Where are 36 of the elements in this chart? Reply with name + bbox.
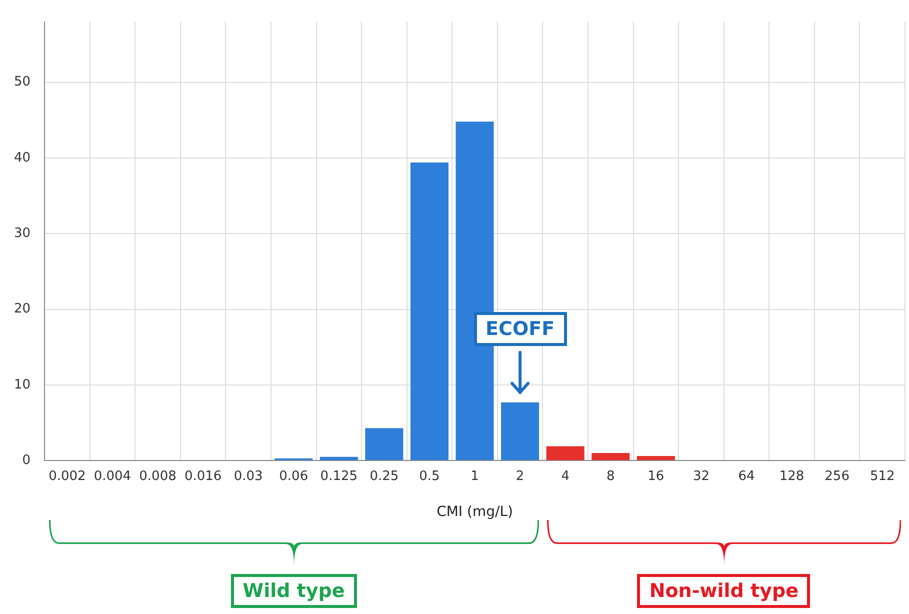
x-tick-label: 0.03 (234, 468, 263, 484)
bar (320, 456, 358, 460)
x-tick-label: 128 (779, 468, 804, 484)
x-tick-label: 0.06 (279, 468, 308, 484)
x-tick-label: 0.25 (370, 468, 399, 484)
bar (365, 428, 404, 460)
x-tick-label: 0.125 (320, 468, 358, 484)
x-tick-label: 64 (738, 468, 755, 484)
bar (546, 446, 584, 460)
x-tick-label: 512 (870, 468, 895, 484)
x-axis-title: CMI (mg/L) (436, 504, 513, 520)
y-tick-label: 30 (14, 226, 31, 242)
bar (501, 402, 540, 460)
x-tick-label: 0.002 (48, 468, 86, 484)
x-tick-label: 4 (561, 468, 570, 484)
text: Non-wild type (637, 574, 810, 608)
y-tick-label: 0 (22, 452, 31, 468)
x-tick-label: 32 (692, 468, 710, 484)
x-tick-label: 0.5 (419, 468, 440, 484)
x-tick-label: 16 (648, 468, 664, 484)
x-tick-label: 0.004 (94, 468, 132, 484)
bar (410, 162, 449, 460)
x-tick-label: 0.008 (139, 468, 176, 484)
x-tick-label: 0.016 (184, 468, 222, 484)
y-tick-label: 40 (14, 150, 31, 166)
x-tick-label: 1 (470, 468, 479, 484)
x-tick-label: 8 (606, 468, 615, 484)
y-tick-label: 20 (14, 302, 31, 317)
text: Wild type (230, 574, 357, 608)
y-tick-label: 50 (14, 74, 31, 90)
bar (592, 453, 630, 460)
bar (636, 456, 675, 460)
annotation: ECOFF (474, 312, 567, 346)
x-tick-label: 2 (516, 468, 524, 484)
y-tick-label: 10 (14, 377, 31, 392)
x-tick-label: 256 (824, 468, 850, 484)
